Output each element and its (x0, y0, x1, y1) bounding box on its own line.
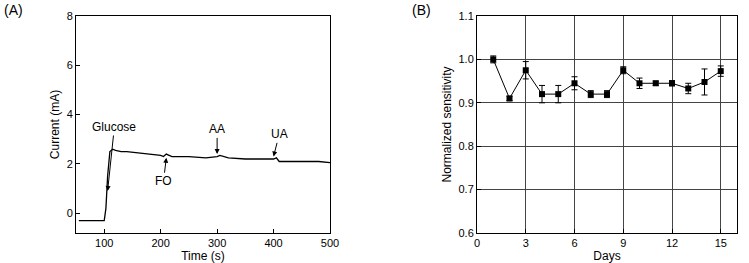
svg-text:100: 100 (95, 237, 113, 249)
svg-text:500: 500 (321, 237, 339, 249)
svg-text:Time (s): Time (s) (181, 249, 225, 263)
svg-text:6: 6 (67, 59, 73, 71)
svg-text:0: 0 (474, 237, 480, 249)
svg-text:4: 4 (67, 108, 73, 120)
svg-text:400: 400 (264, 237, 282, 249)
svg-text:6: 6 (571, 237, 577, 249)
svg-text:Normalized sensitivity: Normalized sensitivity (440, 66, 454, 182)
svg-text:12: 12 (666, 237, 678, 249)
svg-text:Glucose: Glucose (92, 120, 136, 134)
svg-text:Current (mA): Current (mA) (48, 90, 62, 159)
svg-text:0.9: 0.9 (459, 97, 474, 109)
svg-text:0: 0 (67, 207, 73, 219)
svg-text:8: 8 (67, 10, 73, 22)
svg-text:0.7: 0.7 (459, 183, 474, 195)
svg-text:300: 300 (208, 237, 226, 249)
svg-text:2: 2 (67, 158, 73, 170)
svg-text:UA: UA (271, 127, 288, 141)
svg-text:9: 9 (620, 237, 626, 249)
svg-text:1.0: 1.0 (459, 53, 474, 65)
svg-text:(A): (A) (4, 2, 23, 18)
svg-text:200: 200 (151, 237, 169, 249)
svg-text:AA: AA (209, 122, 225, 136)
svg-text:0.8: 0.8 (459, 140, 474, 152)
svg-text:(B): (B) (412, 2, 431, 18)
svg-text:Days: Days (593, 249, 620, 263)
svg-text:0.6: 0.6 (459, 227, 474, 239)
svg-text:15: 15 (715, 237, 727, 249)
svg-text:1.1: 1.1 (459, 10, 474, 22)
svg-text:3: 3 (523, 237, 529, 249)
svg-text:FO: FO (155, 174, 172, 188)
